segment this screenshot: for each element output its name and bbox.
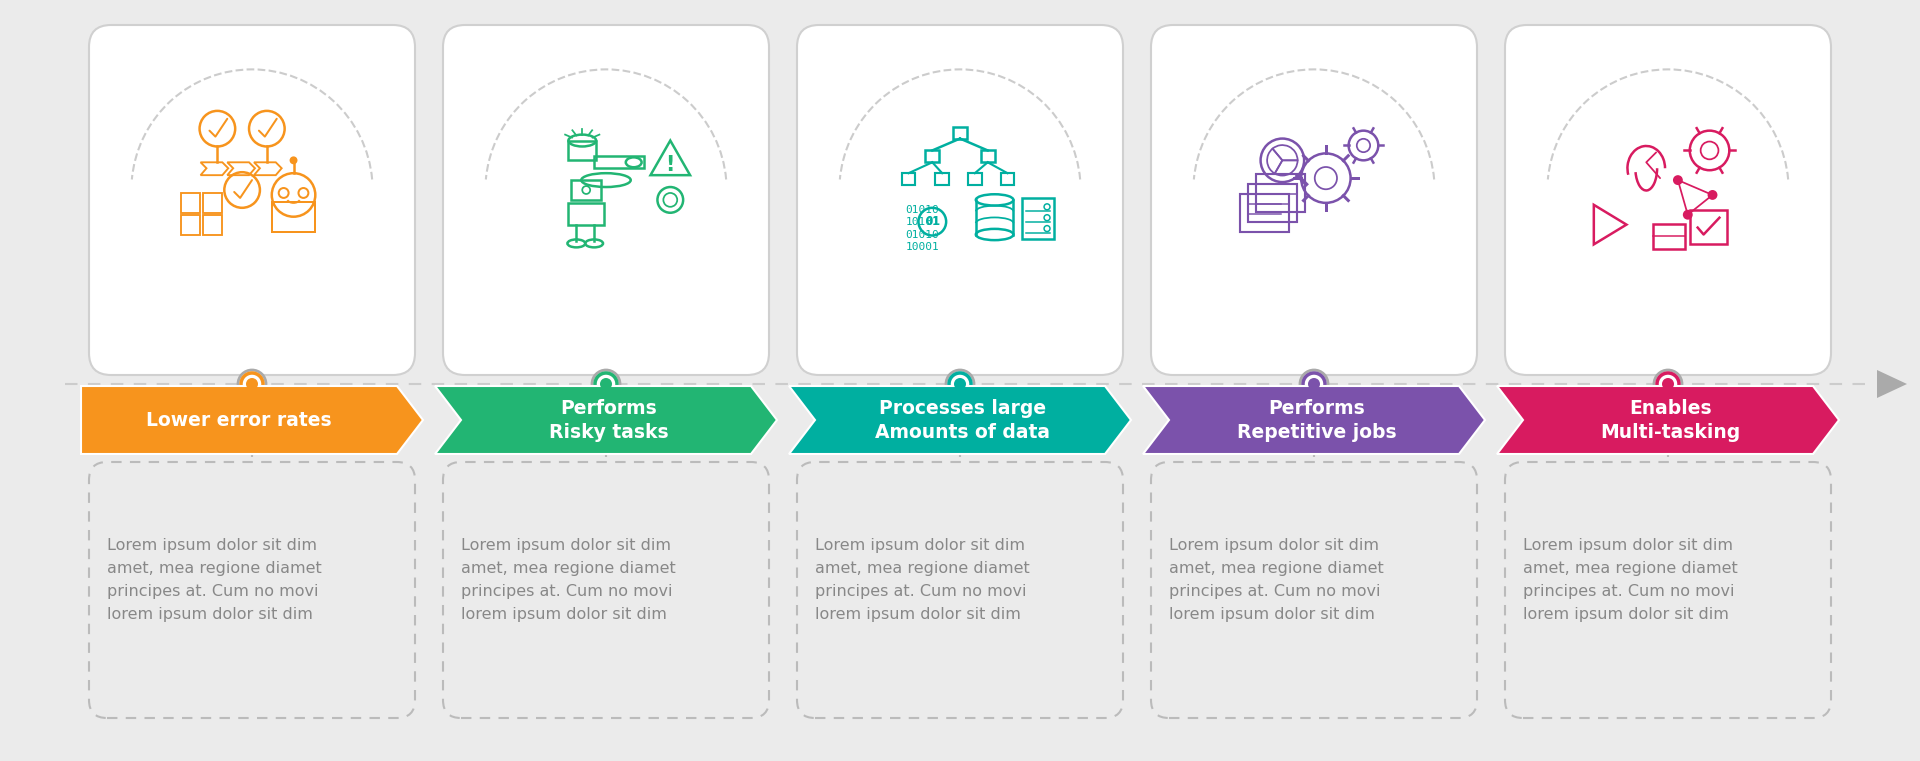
FancyBboxPatch shape [1505,462,1832,718]
Text: Lorem ipsum dolor sit dim
amet, mea regione diamet
principes at. Cum no movi
lor: Lorem ipsum dolor sit dim amet, mea regi… [108,538,323,622]
Text: Performs: Performs [1269,399,1365,418]
Bar [1653,224,1686,250]
Circle shape [246,378,257,390]
Text: Processes large: Processes large [879,399,1046,418]
FancyBboxPatch shape [1150,25,1476,375]
Text: Risky tasks: Risky tasks [549,422,668,441]
Text: Lorem ipsum dolor sit dim
amet, mea regione diamet
principes at. Cum no movi
lor: Lorem ipsum dolor sit dim amet, mea regi… [1523,538,1738,622]
Bar [273,202,315,231]
Text: Lorem ipsum dolor sit dim
amet, mea regione diamet
principes at. Cum no movi
lor: Lorem ipsum dolor sit dim amet, mea regi… [461,538,676,622]
Bar [925,151,939,162]
Circle shape [595,373,616,395]
Bar [935,174,948,185]
Circle shape [1663,378,1674,390]
Circle shape [948,373,972,395]
Circle shape [1672,175,1682,185]
Text: Performs: Performs [561,399,657,418]
Circle shape [290,156,298,164]
Bar [952,126,968,139]
Bar [902,174,916,185]
Bar [1690,210,1728,244]
Circle shape [242,373,263,395]
Text: Amounts of data: Amounts of data [876,422,1050,441]
Polygon shape [789,386,1131,454]
Polygon shape [81,386,422,454]
Bar [968,174,981,185]
Circle shape [1657,373,1678,395]
Bar [981,151,995,162]
FancyBboxPatch shape [444,25,770,375]
Bar [572,180,601,200]
Circle shape [599,378,612,390]
Circle shape [1300,370,1329,398]
Text: 01: 01 [925,215,939,228]
Bar [202,193,223,213]
Polygon shape [436,386,778,454]
Circle shape [1304,373,1325,395]
Bar [1240,194,1288,231]
Polygon shape [1498,386,1839,454]
Text: Repetitive jobs: Repetitive jobs [1236,422,1396,441]
Text: Lorem ipsum dolor sit dim
amet, mea regione diamet
principes at. Cum no movi
lor: Lorem ipsum dolor sit dim amet, mea regi… [1169,538,1384,622]
Text: Lower error rates: Lower error rates [146,410,332,429]
Circle shape [238,370,267,398]
Circle shape [1653,370,1682,398]
Circle shape [947,370,973,398]
FancyBboxPatch shape [444,462,770,718]
Circle shape [954,378,966,390]
Bar [1000,174,1014,185]
Circle shape [1308,378,1321,390]
Bar [1248,184,1298,221]
Bar [593,156,643,168]
Bar [202,215,223,234]
Bar [1021,198,1054,240]
Text: Multi-tasking: Multi-tasking [1601,422,1741,441]
Bar [180,215,200,234]
FancyBboxPatch shape [1505,25,1832,375]
FancyBboxPatch shape [1150,462,1476,718]
Circle shape [1682,210,1693,220]
Bar [568,203,605,224]
FancyBboxPatch shape [88,462,415,718]
Bar [568,141,595,161]
Text: Lorem ipsum dolor sit dim
amet, mea regione diamet
principes at. Cum no movi
lor: Lorem ipsum dolor sit dim amet, mea regi… [814,538,1029,622]
Bar [180,193,200,213]
FancyBboxPatch shape [797,462,1123,718]
Text: 01010
10101
01010
10001: 01010 10101 01010 10001 [906,205,939,252]
Circle shape [1707,190,1718,200]
FancyBboxPatch shape [88,25,415,375]
Circle shape [591,370,620,398]
Text: !: ! [666,155,676,175]
Polygon shape [1142,386,1484,454]
Polygon shape [1878,370,1907,398]
FancyBboxPatch shape [797,25,1123,375]
Text: Enables: Enables [1630,399,1713,418]
Bar [1256,174,1306,212]
